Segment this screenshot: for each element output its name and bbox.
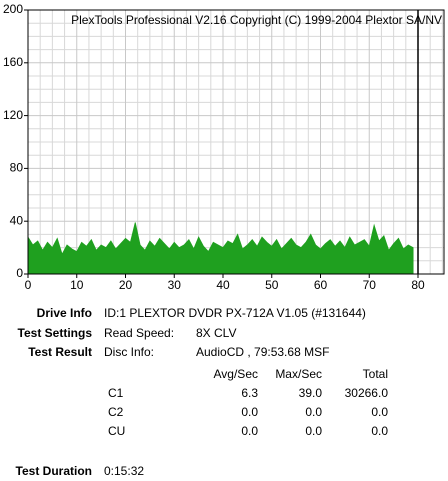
value: ID:1 PLEXTOR DVDR PX-712A V1.05 (#131644… xyxy=(104,306,366,320)
table-cell: 0.0 xyxy=(241,424,258,438)
table-cell: 0.0 xyxy=(305,424,322,438)
y-tick-label: 120 xyxy=(3,108,23,122)
x-tick-label: 0 xyxy=(25,278,32,292)
x-tick-label: 70 xyxy=(363,278,377,292)
value: 8X CLV xyxy=(196,326,236,340)
x-tick-label: 80 xyxy=(411,278,425,292)
label: Disc Info: xyxy=(104,345,154,359)
value: AudioCD , 79:53.68 MSF xyxy=(196,345,329,359)
y-tick-label: 200 xyxy=(3,2,23,16)
x-tick-label: 10 xyxy=(70,278,84,292)
plot: 0 40 80 120 160 200 0 10 20 30 40 50 60 70 80 PlexTools… xyxy=(3,2,445,292)
label: Test Result xyxy=(28,345,92,359)
table-cell: 6.3 xyxy=(241,386,258,400)
y-tick-label: 80 xyxy=(10,161,24,175)
table-cell: 0.0 xyxy=(305,405,322,419)
table-cell: 0.0 xyxy=(371,424,388,438)
label: Read Speed: xyxy=(104,326,174,340)
table-header: Max/Sec xyxy=(275,367,322,381)
axis xyxy=(27,9,445,275)
error-area xyxy=(27,222,414,275)
x-tick-label: 50 xyxy=(265,278,279,292)
table-header: Total xyxy=(363,367,388,381)
y-tick-label: 160 xyxy=(3,55,23,69)
table-cell: 30266.0 xyxy=(345,386,389,400)
table-cell: 39.0 xyxy=(299,386,323,400)
watermark: PlexTools Professional V2.16 Copyright (… xyxy=(71,13,442,27)
row-label: CU xyxy=(108,424,125,438)
row-label: C1 xyxy=(108,386,124,400)
label: Test Settings xyxy=(18,326,93,340)
x-tick-label: 60 xyxy=(314,278,328,292)
value: 0:15:32 xyxy=(104,464,144,478)
y-tick-label: 40 xyxy=(10,213,24,227)
table-cell: 0.0 xyxy=(371,405,388,419)
result-table: Avg/Sec Max/Sec Total C1 6.3 39.0 30266.0 C2 0.0… xyxy=(108,367,388,438)
x-tick-label: 30 xyxy=(168,278,182,292)
label: Test Duration xyxy=(16,464,92,478)
table-cell: 0.0 xyxy=(241,405,258,419)
label: Drive Info xyxy=(37,306,92,320)
x-tick-label: 20 xyxy=(119,278,133,292)
x-tick-label: 40 xyxy=(216,278,230,292)
y-tick-label: 0 xyxy=(16,266,23,280)
table-header: Avg/Sec xyxy=(214,367,258,381)
row-label: C2 xyxy=(108,405,124,419)
